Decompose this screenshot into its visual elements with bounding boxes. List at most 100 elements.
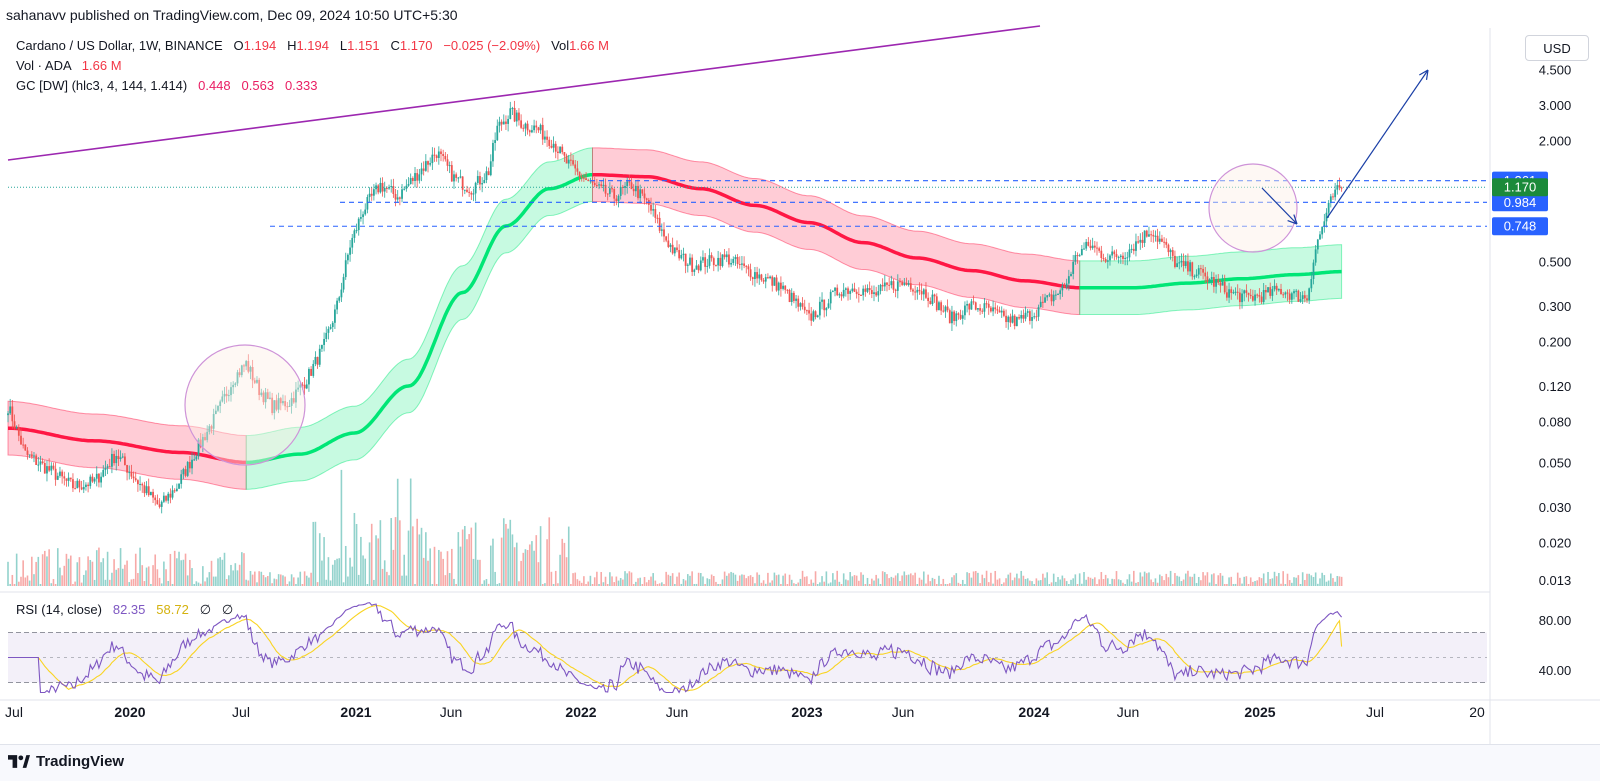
candle-body	[875, 292, 878, 296]
candle-body	[1284, 292, 1287, 295]
volume-bar	[1260, 578, 1263, 586]
volume-bar	[193, 584, 195, 586]
candle-body	[76, 480, 79, 489]
volume-bar	[178, 551, 180, 586]
volume-bar	[80, 582, 83, 586]
candle-body	[121, 456, 124, 458]
volume-bar	[890, 576, 893, 586]
candle-body	[476, 176, 479, 183]
candle-body	[901, 282, 904, 285]
volume-bar	[334, 560, 336, 586]
candle-body	[249, 366, 252, 372]
candle-body	[1026, 311, 1029, 313]
high-value: 1.194	[296, 38, 329, 53]
candle-body	[80, 487, 83, 490]
candle-body	[9, 406, 12, 414]
candle-body	[1241, 293, 1243, 303]
time-tick-label: 2024	[1018, 704, 1049, 720]
volume-bar	[67, 558, 70, 586]
volume-bar	[1085, 579, 1087, 586]
candle-body	[818, 301, 821, 316]
volume-bar	[1180, 581, 1183, 586]
candle-body	[178, 483, 180, 489]
candle-body	[946, 306, 949, 311]
volume-bar	[1120, 580, 1122, 586]
candle-body	[1208, 279, 1211, 282]
candle-body	[1104, 258, 1107, 262]
volume-bar	[825, 571, 828, 586]
volume-bar	[1020, 570, 1023, 586]
volume-bar	[108, 579, 111, 586]
candle-body	[829, 291, 832, 304]
candle-body	[398, 197, 401, 199]
volume-bar	[702, 576, 704, 586]
candle-body	[457, 177, 460, 179]
volume-bar	[918, 577, 921, 586]
volume-bar	[829, 582, 832, 586]
volume-bar	[95, 550, 98, 586]
candle-body	[860, 294, 862, 296]
volume-bar	[661, 582, 663, 586]
candle-body	[1223, 281, 1226, 293]
volume-bar	[509, 519, 512, 586]
volume-bar	[184, 553, 187, 586]
volume-bar	[1223, 584, 1226, 586]
volume-bar	[933, 578, 936, 586]
candle-body	[420, 168, 423, 175]
gc-midline-segment	[1079, 269, 1342, 290]
volume-bar	[719, 584, 722, 586]
volume-bar	[892, 577, 895, 586]
candle-body	[1087, 241, 1090, 246]
candle-body	[269, 397, 271, 399]
candle-body	[347, 254, 349, 261]
candle-body	[866, 288, 869, 292]
candle-body	[689, 257, 691, 265]
volume-bar	[583, 576, 585, 586]
candle-body	[582, 177, 585, 179]
volume-bar	[888, 578, 890, 586]
volume-bar	[609, 572, 611, 586]
candle-body	[1171, 250, 1174, 256]
candle-body	[615, 198, 618, 202]
candle-body	[217, 405, 219, 411]
tradingview-brand[interactable]: TradingView	[8, 753, 124, 770]
rsi-line	[8, 602, 1343, 694]
volume-bar	[1340, 576, 1343, 586]
volume-bar	[1122, 582, 1124, 586]
volume-bar	[925, 583, 927, 586]
volume-bar	[1221, 575, 1224, 586]
candle-body	[951, 311, 953, 324]
volume-bar	[938, 575, 940, 586]
volume-bar	[1055, 581, 1057, 586]
candle-body	[914, 291, 917, 293]
volume-bar	[492, 538, 494, 586]
volume-bar	[160, 583, 163, 586]
currency-button[interactable]: USD	[1525, 35, 1589, 61]
volume-bar	[1003, 582, 1005, 586]
level-tag-label: 0.748	[1504, 219, 1537, 234]
volume-bar	[641, 584, 644, 586]
volume-bar	[362, 555, 364, 586]
volume-bar	[505, 523, 507, 586]
volume-bar	[554, 570, 557, 586]
candle-body	[1332, 196, 1334, 198]
volume-bar	[1137, 582, 1139, 586]
volume-bar	[305, 575, 308, 586]
candle-body	[1085, 241, 1088, 249]
volume-bar	[232, 570, 234, 586]
volume-bar	[124, 564, 126, 586]
candle-body	[1169, 250, 1172, 253]
volume-bar	[650, 576, 652, 586]
candle-body	[472, 193, 475, 195]
candle-body	[585, 178, 587, 181]
candle-body	[758, 274, 761, 279]
volume-bar	[754, 583, 756, 586]
candle-body	[35, 455, 38, 465]
candle-body	[446, 159, 449, 166]
price-tick-label: 0.030	[1539, 500, 1572, 515]
volume-bar	[756, 572, 758, 586]
candle-body	[502, 121, 505, 125]
candle-body	[1288, 293, 1291, 300]
candle-body	[1091, 245, 1094, 249]
